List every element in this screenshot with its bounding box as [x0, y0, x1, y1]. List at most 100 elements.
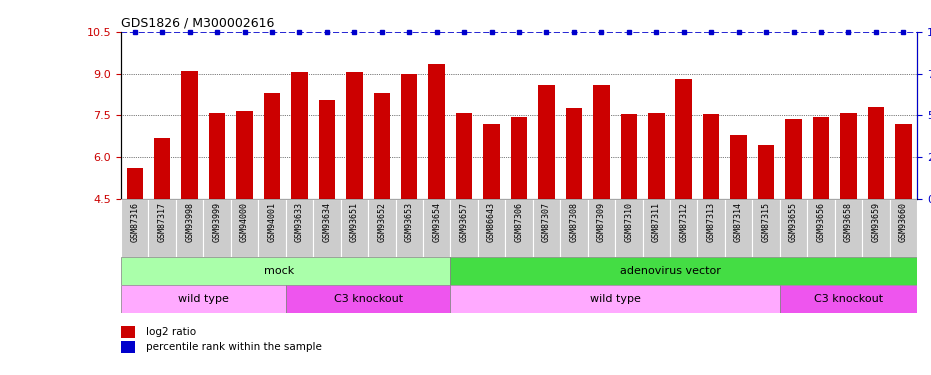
Text: GSM87310: GSM87310 [625, 202, 633, 242]
Bar [203, 199, 231, 257]
Bar [148, 199, 176, 257]
Text: GSM86643: GSM86643 [487, 202, 496, 242]
Text: GSM93998: GSM93998 [185, 202, 195, 242]
Bar [648, 112, 665, 199]
Bar [676, 79, 692, 199]
Bar [286, 285, 451, 313]
Bar [593, 85, 610, 199]
Bar [456, 112, 472, 199]
Bar [560, 199, 587, 257]
Text: infection: infection [0, 374, 1, 375]
Bar [725, 199, 752, 257]
Text: log2 ratio: log2 ratio [146, 327, 196, 337]
Bar [807, 199, 835, 257]
Text: mock: mock [263, 266, 294, 276]
Text: GSM94001: GSM94001 [267, 202, 277, 242]
Bar [506, 199, 533, 257]
Bar [862, 199, 890, 257]
Text: GSM93652: GSM93652 [377, 202, 386, 242]
Text: GSM87307: GSM87307 [542, 202, 551, 242]
Bar [154, 138, 170, 199]
Bar [176, 199, 203, 257]
Text: GSM93654: GSM93654 [432, 202, 441, 242]
Bar [780, 285, 917, 313]
Bar [813, 117, 830, 199]
Bar [121, 341, 135, 352]
Bar [373, 93, 390, 199]
Bar [313, 199, 341, 257]
Text: GSM87312: GSM87312 [680, 202, 688, 242]
Text: adenovirus vector: adenovirus vector [619, 266, 721, 276]
Text: GSM93658: GSM93658 [843, 202, 853, 242]
Text: percentile rank within the sample: percentile rank within the sample [146, 342, 322, 352]
Text: C3 knockout: C3 knockout [814, 294, 883, 304]
Bar [346, 72, 362, 199]
Text: GSM87308: GSM87308 [570, 202, 578, 242]
Text: GSM94000: GSM94000 [240, 202, 250, 242]
Bar [368, 199, 396, 257]
Text: GSM93659: GSM93659 [871, 202, 881, 242]
Bar [615, 199, 642, 257]
Text: GSM93634: GSM93634 [322, 202, 331, 242]
Bar [121, 285, 286, 313]
Text: GSM87309: GSM87309 [597, 202, 606, 242]
Text: wild type: wild type [589, 294, 641, 304]
Bar [752, 199, 780, 257]
Text: GSM87306: GSM87306 [515, 202, 523, 242]
Bar [341, 199, 368, 257]
Text: GSM93651: GSM93651 [350, 202, 358, 242]
Bar [121, 257, 451, 285]
Text: C3 knockout: C3 knockout [333, 294, 402, 304]
Text: GDS1826 / M300002616: GDS1826 / M300002616 [121, 16, 275, 29]
Bar [428, 64, 445, 199]
Bar [401, 74, 417, 199]
Bar [258, 199, 286, 257]
Bar [670, 199, 697, 257]
Bar [538, 85, 555, 199]
Bar [396, 199, 423, 257]
Bar [318, 100, 335, 199]
Bar [868, 107, 884, 199]
Text: genotype/variation: genotype/variation [0, 374, 1, 375]
Text: GSM93656: GSM93656 [816, 202, 826, 242]
Bar [895, 124, 911, 199]
Bar [423, 199, 451, 257]
Text: GSM87313: GSM87313 [707, 202, 716, 242]
Bar [890, 199, 917, 257]
Bar [121, 199, 148, 257]
Bar [758, 144, 775, 199]
Bar [621, 114, 637, 199]
Bar [478, 199, 506, 257]
Bar [451, 199, 478, 257]
Bar [121, 326, 135, 338]
Bar [127, 168, 143, 199]
Bar [840, 112, 857, 199]
Bar [566, 108, 582, 199]
Bar [231, 199, 258, 257]
Bar [731, 135, 747, 199]
Bar [451, 257, 917, 285]
Bar [483, 124, 500, 199]
Bar [533, 199, 560, 257]
Bar [263, 93, 280, 199]
Bar [703, 114, 720, 199]
Bar [236, 111, 253, 199]
Bar [209, 112, 225, 199]
Text: GSM93657: GSM93657 [460, 202, 468, 242]
Bar [182, 71, 198, 199]
Bar [642, 199, 670, 257]
Text: GSM93999: GSM93999 [212, 202, 222, 242]
Text: wild type: wild type [178, 294, 229, 304]
Bar [785, 120, 802, 199]
Text: GSM93653: GSM93653 [405, 202, 413, 242]
Text: GSM93655: GSM93655 [789, 202, 798, 242]
Bar [286, 199, 313, 257]
Bar [697, 199, 725, 257]
Bar [587, 199, 615, 257]
Bar [511, 117, 527, 199]
Bar [835, 199, 862, 257]
Text: GSM93633: GSM93633 [295, 202, 304, 242]
Bar [451, 285, 780, 313]
Text: GSM87317: GSM87317 [157, 202, 167, 242]
Text: GSM93660: GSM93660 [898, 202, 908, 242]
